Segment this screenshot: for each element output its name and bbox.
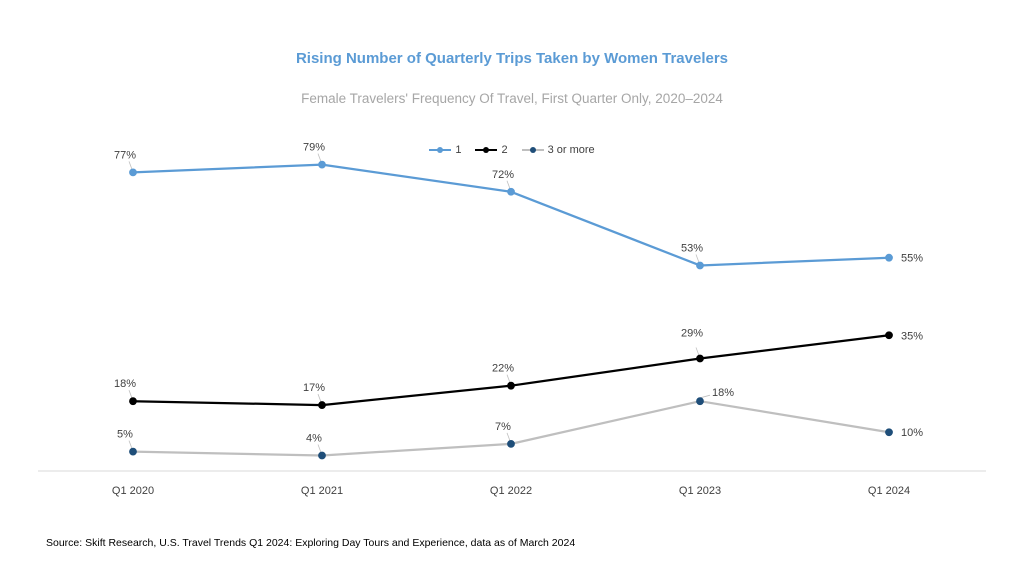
legend-label: 3 or more — [547, 144, 595, 156]
legend-swatch — [521, 147, 544, 153]
data-label: 53% — [681, 242, 703, 254]
data-point — [507, 381, 515, 390]
data-point — [318, 160, 326, 169]
chart-title: Rising Number of Quarterly Trips Taken b… — [295, 50, 729, 67]
data-point — [129, 168, 137, 177]
data-point — [507, 439, 515, 448]
chart-legend: 1 2 3 or more — [0, 144, 1024, 156]
data-label: 72% — [492, 169, 514, 181]
data-point — [696, 354, 704, 363]
legend-swatch — [429, 147, 452, 153]
data-point — [507, 187, 515, 196]
x-tick-label: Q1 2021 — [301, 485, 343, 497]
data-point — [885, 428, 893, 437]
chart-subtitle: Female Travelers' Frequency Of Travel, F… — [301, 91, 723, 106]
data-point — [696, 397, 704, 406]
legend-swatch — [475, 147, 498, 153]
data-label: 10% — [901, 427, 923, 439]
data-label-leader — [695, 347, 700, 356]
x-tick-label: Q1 2023 — [679, 485, 721, 497]
data-label: 55% — [901, 253, 923, 265]
data-point — [129, 397, 137, 406]
legend-label: 2 — [501, 144, 508, 156]
data-point — [696, 261, 704, 270]
data-label-leader — [506, 432, 511, 441]
data-label-leader — [128, 440, 133, 449]
legend-item: 3 or more — [521, 144, 595, 156]
data-label: 77% — [114, 149, 136, 161]
data-label: 17% — [303, 382, 325, 394]
x-tick-label: Q1 2020 — [112, 485, 154, 497]
source-note: Source: Skift Research, U.S. Travel Tren… — [46, 537, 576, 549]
data-label-leader — [317, 393, 322, 403]
x-tick-label: Q1 2024 — [868, 485, 910, 497]
data-label: 18% — [114, 378, 136, 390]
x-tick-label: Q1 2022 — [490, 485, 532, 497]
data-point — [129, 447, 137, 456]
data-label: 29% — [681, 328, 703, 340]
data-label-leader — [506, 180, 511, 189]
data-label-leader — [317, 153, 322, 162]
data-point — [318, 451, 326, 460]
data-label: 79% — [303, 142, 325, 154]
data-label-leader — [506, 374, 511, 383]
legend-label: 1 — [455, 144, 462, 156]
data-point — [318, 401, 326, 409]
data-label-leader — [128, 390, 133, 399]
legend-item: 2 — [475, 144, 508, 156]
legend-item: 1 — [429, 144, 461, 156]
data-label: 18% — [712, 387, 734, 399]
data-label: 4% — [306, 432, 322, 444]
data-label: 5% — [117, 429, 133, 441]
data-point — [885, 331, 893, 340]
data-label: 7% — [495, 421, 511, 433]
data-label-leader — [695, 254, 700, 263]
data-point — [885, 253, 893, 262]
data-label: 35% — [901, 330, 923, 342]
data-label-leader — [128, 161, 133, 170]
data-label-leader — [317, 444, 322, 453]
data-label: 22% — [492, 363, 514, 375]
